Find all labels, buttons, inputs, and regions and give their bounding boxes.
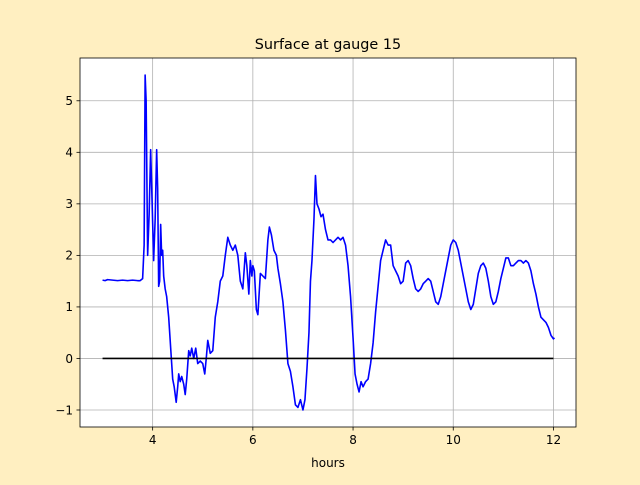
y-tick-label: 5 bbox=[65, 94, 73, 108]
plot-area bbox=[80, 58, 576, 427]
y-tick-label: 4 bbox=[65, 146, 73, 160]
y-tick-label: 0 bbox=[65, 352, 73, 366]
chart-title: Surface at gauge 15 bbox=[255, 37, 401, 53]
y-tick-label: −1 bbox=[55, 403, 73, 417]
axes-frame bbox=[79, 57, 577, 428]
x-tick-label: 4 bbox=[149, 433, 157, 447]
y-tick-label: 3 bbox=[65, 197, 73, 211]
x-axis-label: hours bbox=[311, 456, 345, 470]
y-tick-label: 2 bbox=[65, 249, 73, 263]
y-tick-label: 1 bbox=[65, 300, 73, 314]
x-tick-label: 8 bbox=[349, 433, 357, 447]
x-tick-label: 12 bbox=[546, 433, 561, 447]
x-tick-label: 10 bbox=[446, 433, 461, 447]
x-tick-label: 6 bbox=[249, 433, 257, 447]
surface-series-line bbox=[102, 74, 556, 411]
